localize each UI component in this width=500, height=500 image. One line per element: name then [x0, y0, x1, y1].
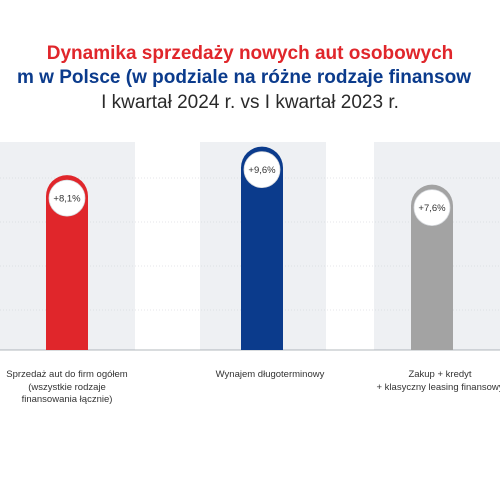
chart-title: Dynamika sprzedaży nowych aut osobowych … [0, 42, 500, 115]
category-label-line: finansowania łącznie) [21, 394, 113, 405]
category-label-line: Wynajem długoterminowy [215, 369, 325, 380]
data-label-bubble [48, 179, 86, 217]
data-label-bubble [243, 151, 281, 189]
data-label: +7,6% [418, 203, 446, 214]
bar [241, 146, 283, 350]
data-label: +8,1% [53, 194, 81, 205]
category-label-line: + klasyczny leasing finansowy [376, 381, 500, 393]
bar [46, 175, 88, 350]
category-label-long-term-rental: Wynajem długoterminowy [205, 369, 335, 382]
category-label-loan-leasing: Zakup + kredyt + klasyczny leasing finans… [375, 369, 500, 394]
title-line-1: Dynamika sprzedaży nowych aut osobowych [46, 43, 454, 64]
category-label-line: (wszystkie rodzaje [28, 381, 106, 393]
category-label-line: Sprzedaż aut do firm ogółem [6, 369, 128, 380]
bar [411, 184, 453, 350]
category-label-total: Sprzedaż aut do firm ogółem (wszystkie ro… [2, 369, 132, 407]
data-label: +9,6% [248, 165, 276, 176]
data-label-bubble [413, 189, 451, 227]
title-line-2: m w Polsce (w podziale na różne rodzaje … [17, 67, 471, 88]
chart-subtitle: I kwartał 2024 r. vs I kwartał 2023 r. [101, 92, 399, 113]
category-label-line: Zakup + kredyt [408, 369, 472, 380]
